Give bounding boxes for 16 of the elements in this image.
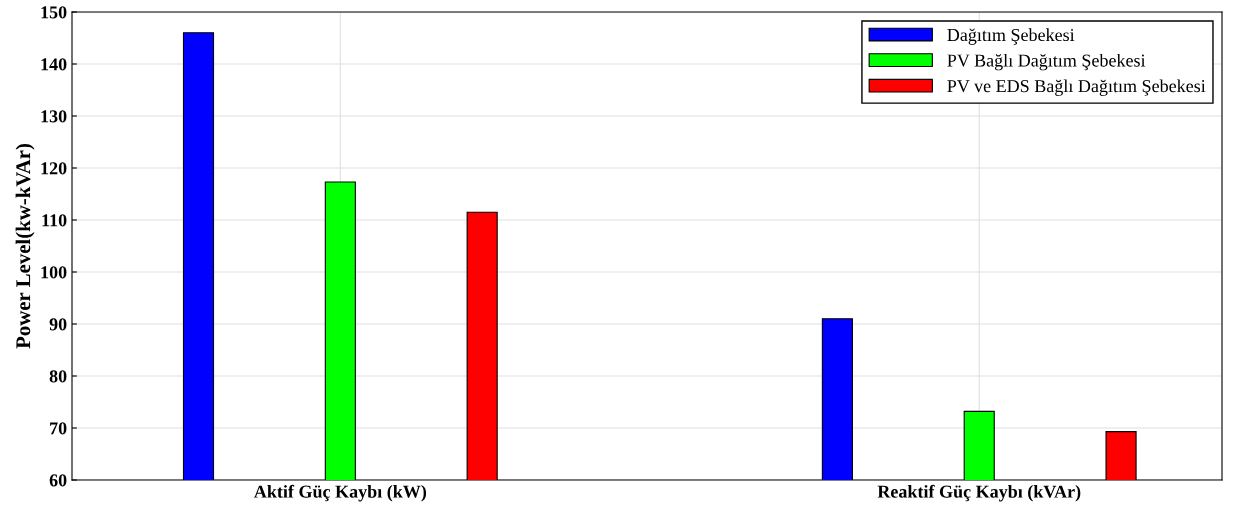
x-tick-label: Reaktif Güç Kaybı (kVAr) xyxy=(877,484,1081,502)
x-tick-label: Aktif Güç Kaybı (kW) xyxy=(253,484,427,502)
legend-label: PV ve EDS Bağlı Dağıtım Şebekesi xyxy=(947,79,1206,96)
y-tick-label: 120 xyxy=(41,162,67,175)
y-tick-label: 140 xyxy=(41,58,67,71)
y-tick-label: 130 xyxy=(41,110,67,123)
y-axis-title: Power Level(kw-kVAr) xyxy=(15,144,35,349)
y-tick-label: 80 xyxy=(49,370,67,383)
legend-label: PV Bağlı Dağıtım Şebekesi xyxy=(947,53,1146,71)
y-tick-label: 90 xyxy=(49,318,67,331)
y-tick-label: 60 xyxy=(49,474,67,487)
y-tick-label: 70 xyxy=(50,422,67,435)
y-tick-label: 100 xyxy=(41,266,67,279)
y-tick-label: 150 xyxy=(41,6,67,19)
legend-label: Dağıtım Şebekesi xyxy=(947,28,1075,45)
y-tick-label: 110 xyxy=(42,214,67,227)
